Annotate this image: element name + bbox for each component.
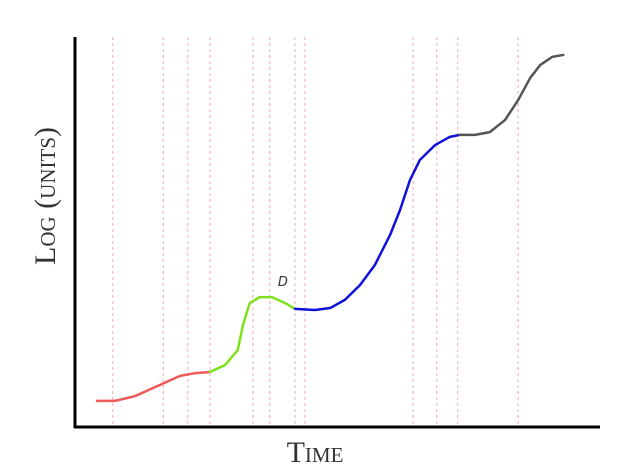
data-line — [208, 295, 297, 374]
data-line — [458, 53, 565, 137]
data-line — [293, 133, 462, 312]
y-axis-title: Log (units) — [29, 127, 62, 265]
annotation: D — [278, 275, 288, 290]
data-line — [95, 370, 212, 403]
x-axis-title: Time — [287, 436, 344, 469]
